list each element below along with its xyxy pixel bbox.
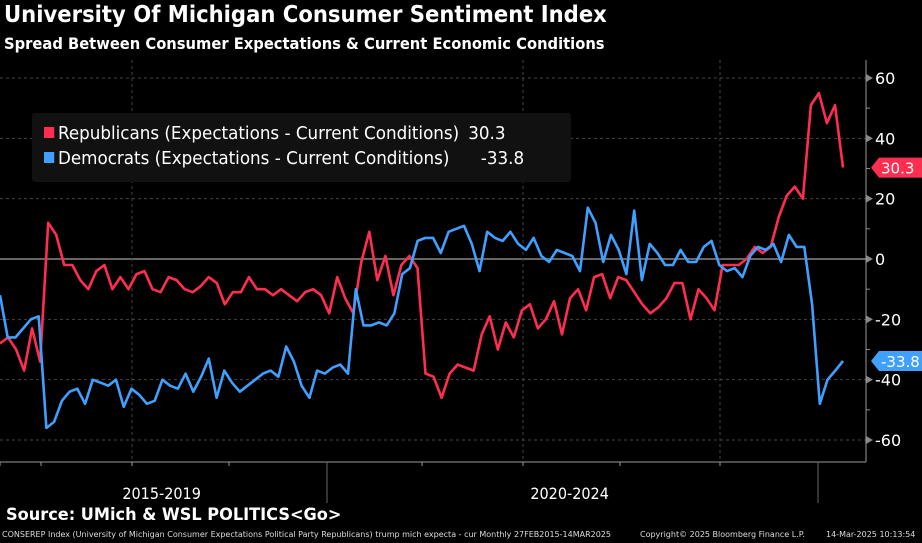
x-period-label: 2015-2019 [122,484,201,503]
legend: Republicans (Expectations - Current Cond… [32,113,571,182]
legend-value: 30.3 [468,123,506,144]
legend-item-democrats[interactable]: Democrats (Expectations - Current Condit… [44,148,524,169]
tag-background [871,157,922,178]
series-line-republicans [0,91,845,400]
legend-swatch-republicans [44,127,55,138]
legend-item-republicans[interactable]: Republicans (Expectations - Current Cond… [44,123,505,144]
legend-swatch-democrats [44,152,55,163]
y-tick-label: 20 [875,190,895,209]
series-layer [0,91,845,430]
y-tick-label: 60 [875,69,895,88]
tick-arrow-icon [866,134,873,143]
y-axis: -60 -40 -20 0 20 40 60 [0,60,901,503]
tick-arrow-icon [866,436,873,445]
footer-timestamp: 14-Mar-2025 10:13:54 [826,530,916,539]
footer-description: CONSEREP Index (University of Michigan C… [2,530,611,539]
tick-arrow-icon [866,375,873,384]
tick-arrow-icon [866,194,873,203]
tick-arrow-icon [866,315,873,324]
chart-title: University Of Michigan Consumer Sentimen… [4,2,607,28]
y-tick-label: 40 [875,129,895,148]
x-period-label: 2020-2024 [530,484,609,503]
tag-background [871,350,922,371]
legend-label: Republicans (Expectations - Current Cond… [57,123,460,144]
last-value-tag-republicans: 30.3 [871,157,922,178]
source-link[interactable]: Source: UMich & WSL POLITICS<Go> [6,505,342,525]
last-value-tags: 30.3 -33.8 [871,157,922,371]
y-tick-label: -20 [875,310,901,329]
tag-value: -33.8 [881,353,920,371]
tag-value: 30.3 [881,160,914,178]
last-value-tag-democrats: -33.8 [871,350,922,371]
y-tick-label: 0 [875,250,885,269]
series-line-democrats [0,206,845,430]
legend-label: Democrats (Expectations - Current Condit… [57,148,450,169]
footer-copyright: Copyright© 2025 Bloomberg Finance L.P. [640,530,805,539]
y-tick-label: -60 [875,431,901,450]
tick-arrow-icon [866,73,873,82]
legend-value: -33.8 [480,148,525,169]
y-tick-label: -40 [875,371,901,390]
chart-subtitle: Spread Between Consumer Expectations & C… [4,34,605,53]
tick-arrow-icon [866,255,873,263]
